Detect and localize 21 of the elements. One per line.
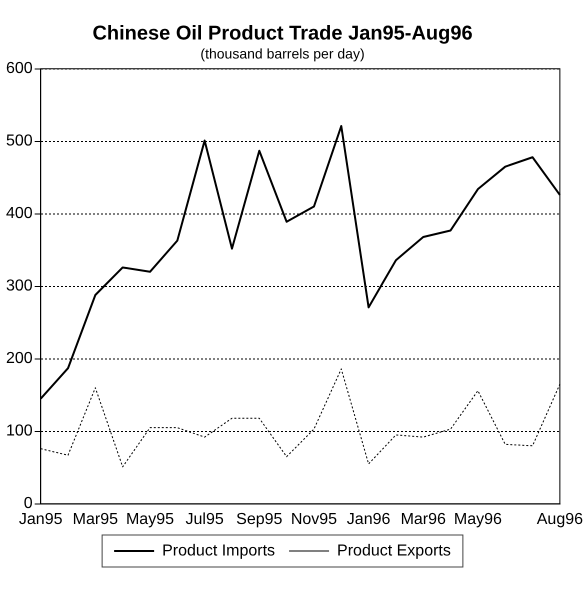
legend-label: Product Exports: [337, 542, 451, 560]
x-tick-label: May96: [454, 510, 502, 528]
x-tick-label: Jul95: [186, 510, 224, 528]
x-tick-label: Aug96: [536, 510, 583, 528]
y-tick-label: 400: [6, 205, 33, 222]
y-tick-label: 600: [6, 60, 33, 78]
x-tick-label: Nov95: [290, 510, 338, 528]
y-tick-label: 100: [6, 422, 33, 440]
y-tick-label: 300: [6, 278, 33, 295]
x-tick-label: Sep95: [236, 510, 283, 528]
x-tick-label: Mar96: [400, 510, 446, 528]
chart-subtitle: (thousand barrels per day): [200, 45, 365, 62]
chart-title: Chinese Oil Product Trade Jan95-Aug96: [92, 22, 473, 45]
y-tick-label: 500: [6, 132, 33, 150]
y-tick-label: 0: [24, 495, 33, 512]
x-tick-label: Mar95: [72, 510, 118, 528]
x-tick-label: Jan95: [18, 510, 63, 528]
x-tick-label: Jan96: [346, 510, 390, 528]
x-tick-label: May95: [126, 510, 174, 528]
legend-label: Product Imports: [162, 542, 276, 560]
y-tick-label: 200: [6, 350, 33, 368]
